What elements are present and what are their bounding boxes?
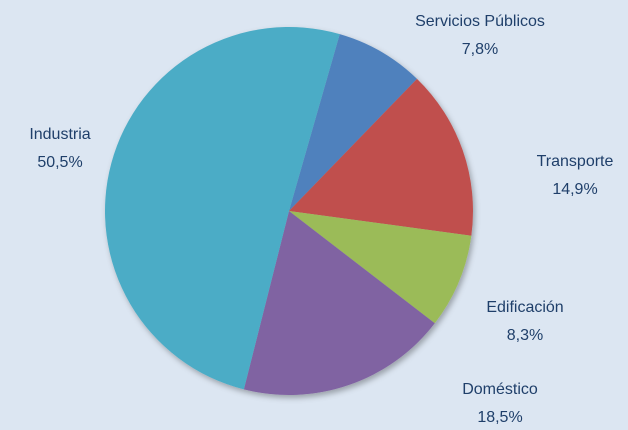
slice-label: Doméstico [462,381,538,398]
pie [104,26,473,395]
pie-slice [289,78,473,236]
slice-value-label: 14,9% [552,181,597,198]
slice-value-label: 7,8% [462,41,498,58]
pie-slice [289,34,418,211]
slice-value-label: 8,3% [507,327,543,344]
pie-slice [104,26,340,390]
slice-label: Industria [29,126,90,143]
slice-label: Transporte [537,153,614,170]
pie-slice [289,211,472,324]
pie-slice [243,211,435,395]
slice-label: Edificación [486,299,563,316]
slice-label: Servicios Públicos [415,13,545,30]
slice-value-label: 50,5% [37,154,82,171]
slice-value-label: 18,5% [477,409,522,426]
